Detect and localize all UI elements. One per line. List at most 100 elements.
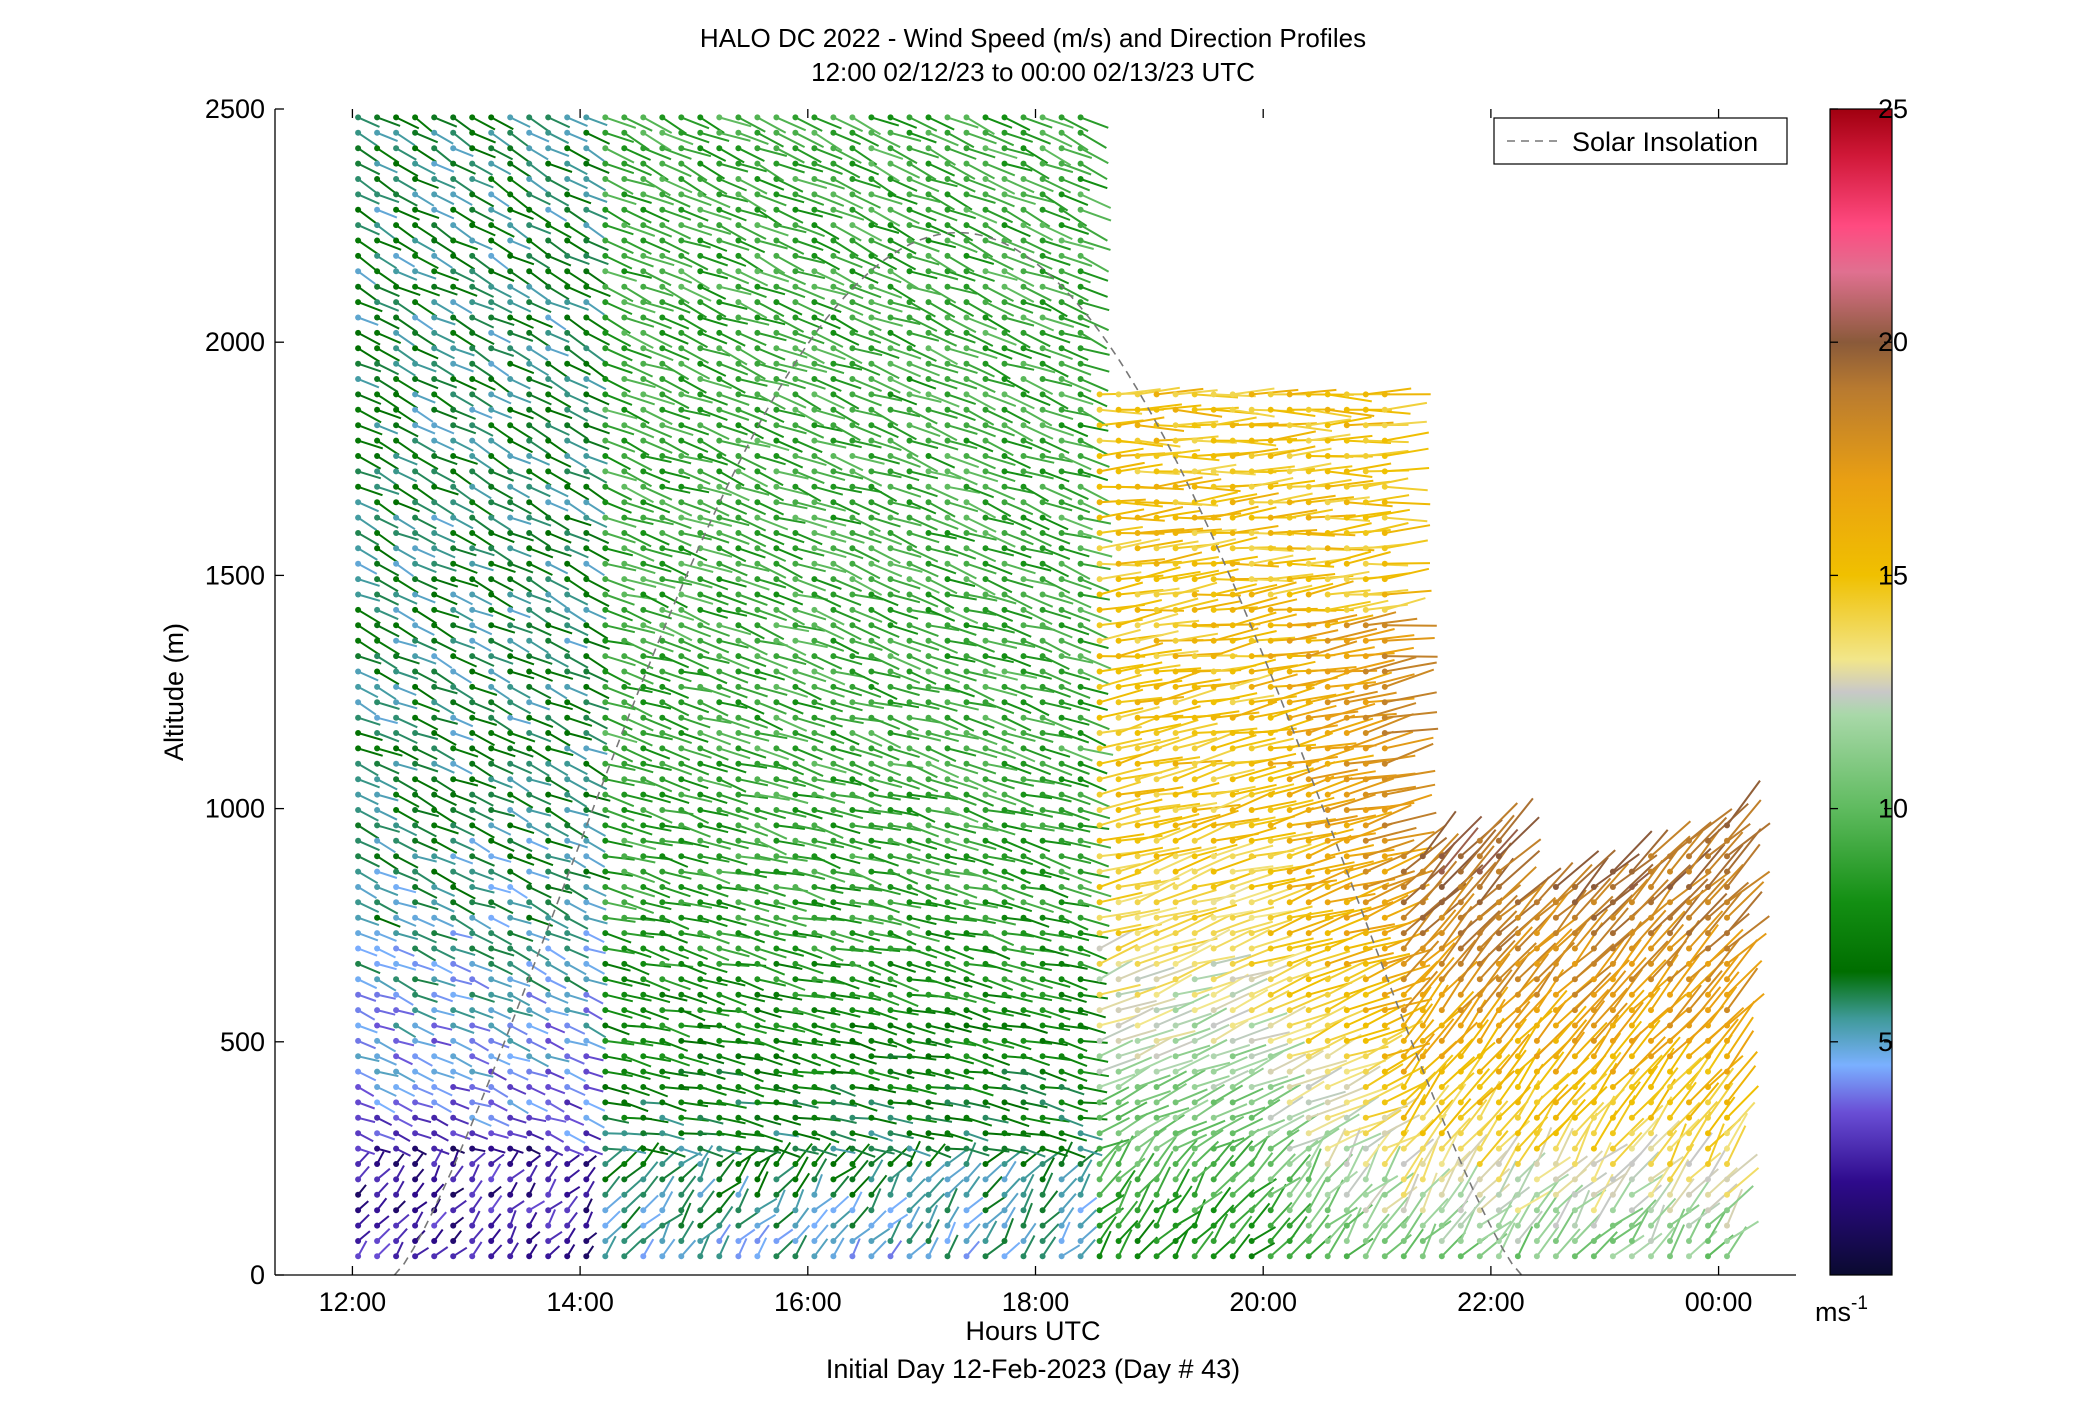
wind-barb xyxy=(412,1201,428,1214)
wind-barb-shaft xyxy=(376,947,396,959)
wind-barb-origin xyxy=(431,160,438,167)
wind-barb-origin xyxy=(507,176,514,182)
wind-barb-origin xyxy=(355,560,362,567)
wind-barb-origin xyxy=(678,745,685,752)
wind-barb-origin xyxy=(526,560,533,567)
wind-barb xyxy=(393,1068,416,1083)
wind-barb-origin xyxy=(754,560,761,567)
wind-barb-origin xyxy=(431,129,438,136)
wind-barb-origin xyxy=(412,868,419,875)
wind-barb-origin xyxy=(564,1176,571,1183)
wind-barb-origin xyxy=(488,560,495,567)
wind-barb-origin xyxy=(773,1084,780,1090)
wind-barb-origin xyxy=(678,760,685,767)
wind-barb-origin xyxy=(431,853,438,860)
wind-barb-origin xyxy=(602,730,609,736)
wind-barb-shaft xyxy=(395,732,418,745)
wind-barb-shaft xyxy=(395,824,418,837)
wind-barb xyxy=(374,622,400,638)
wind-barb-origin xyxy=(640,1161,647,1167)
wind-barb-origin xyxy=(355,299,362,306)
wind-barb-shaft xyxy=(414,408,434,423)
wind-barb xyxy=(374,160,398,174)
wind-barb-shaft xyxy=(357,378,380,389)
wind-barb-origin xyxy=(754,268,761,275)
wind-barb-origin xyxy=(716,206,723,213)
wind-barb-origin xyxy=(526,591,533,598)
wind-barb-origin xyxy=(469,591,476,598)
wind-barb-origin xyxy=(488,960,495,967)
wind-barb-origin xyxy=(393,391,400,398)
wind-barb-origin xyxy=(431,653,438,660)
wind-barb-origin xyxy=(735,499,742,506)
wind-barb-origin xyxy=(754,1099,761,1106)
wind-barb-origin xyxy=(431,760,438,767)
wind-barb xyxy=(412,1099,434,1109)
wind-barb-origin xyxy=(564,530,571,536)
wind-barb-origin xyxy=(754,329,761,336)
wind-barb-origin xyxy=(545,453,552,459)
wind-barb-origin xyxy=(412,991,419,998)
wind-barb-origin xyxy=(450,453,457,459)
wind-barb-origin xyxy=(469,391,476,398)
wind-barb-origin xyxy=(621,791,628,798)
wind-barb xyxy=(374,1068,399,1078)
wind-barb-shaft xyxy=(395,1009,415,1016)
wind-barb-origin xyxy=(754,1084,761,1090)
wind-barb-origin xyxy=(659,160,666,167)
wind-barb-shaft xyxy=(414,470,436,486)
wind-barb-origin xyxy=(602,745,609,752)
wind-barb-origin xyxy=(583,160,590,167)
wind-barb-origin xyxy=(697,807,704,813)
wind-barb-origin xyxy=(697,1084,704,1090)
wind-barb-origin xyxy=(735,314,742,321)
wind-barb-origin xyxy=(374,1191,381,1198)
wind-barb-origin xyxy=(564,945,571,952)
wind-barb-origin xyxy=(564,545,571,552)
wind-barb-origin xyxy=(355,483,362,490)
wind-barb-origin xyxy=(450,976,457,983)
wind-barb xyxy=(355,252,379,273)
wind-barb-origin xyxy=(678,791,685,798)
wind-barb-origin xyxy=(697,1053,704,1060)
wind-barb-origin xyxy=(412,653,419,660)
wind-barb-origin xyxy=(526,822,533,829)
wind-barb xyxy=(374,837,396,854)
wind-barb xyxy=(355,1151,370,1167)
wind-barb-origin xyxy=(583,745,590,752)
wind-barb-shaft xyxy=(395,716,418,729)
wind-barb-origin xyxy=(431,1145,438,1152)
wind-barb-origin xyxy=(450,760,457,767)
wind-barb xyxy=(355,1145,376,1156)
wind-barb xyxy=(355,391,382,405)
wind-barb-origin xyxy=(754,1253,761,1260)
wind-barb-origin xyxy=(659,360,666,367)
wind-barb-shaft xyxy=(376,793,399,802)
wind-barb-origin xyxy=(678,622,685,629)
wind-barb-origin xyxy=(526,499,533,506)
wind-barb-origin xyxy=(754,899,761,906)
wind-barb-shaft xyxy=(414,809,440,818)
wind-barb xyxy=(393,591,418,605)
wind-barb-origin xyxy=(488,530,495,536)
wind-barb-origin xyxy=(697,960,704,967)
wind-barb-origin xyxy=(374,1238,381,1244)
wind-barb-origin xyxy=(716,329,723,336)
wind-barb-origin xyxy=(393,314,400,321)
wind-barb-origin xyxy=(545,606,552,613)
wind-barb-origin xyxy=(640,945,647,952)
wind-barb-origin xyxy=(640,899,647,906)
wind-barb-origin xyxy=(526,453,533,459)
wind-barb-origin xyxy=(602,1161,609,1167)
wind-barb-origin xyxy=(602,683,609,690)
wind-barb-origin xyxy=(583,637,590,644)
wind-barb-origin xyxy=(640,991,647,998)
wind-barb-origin xyxy=(621,914,628,921)
wind-barb-origin xyxy=(678,853,685,860)
wind-barb-origin xyxy=(735,1207,742,1214)
wind-barb-origin xyxy=(640,545,647,552)
wind-barb xyxy=(355,453,382,470)
wind-barb-origin xyxy=(659,730,666,736)
wind-barb-origin xyxy=(735,1176,742,1183)
